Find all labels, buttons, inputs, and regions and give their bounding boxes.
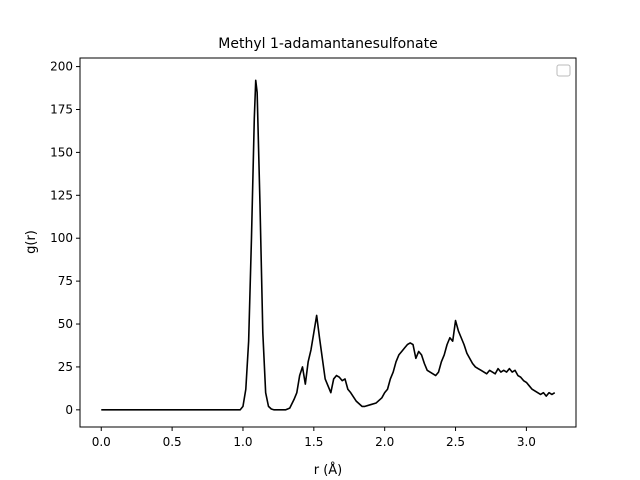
y-axis: 0 25 50 75 100 125 150 175 200	[50, 60, 80, 417]
plot-area	[101, 79, 556, 411]
x-tick-label: 1.0	[233, 435, 252, 449]
x-tick-label: 2.0	[375, 435, 394, 449]
x-tick-label: 3.0	[517, 435, 536, 449]
y-tick-label: 75	[58, 274, 73, 288]
y-tick-label: 200	[50, 60, 73, 74]
x-tick-label: 0.5	[163, 435, 182, 449]
plot-frame	[79, 57, 577, 428]
chart-title: Methyl 1-adamantanesulfonate	[218, 36, 437, 52]
y-tick-label: 100	[50, 231, 73, 245]
y-tick-label: 125	[50, 188, 73, 202]
x-tick-label: 0.0	[92, 435, 111, 449]
y-tick-label: 175	[50, 102, 73, 116]
x-axis-label: r (Å)	[314, 462, 343, 478]
y-axis-label: g(r)	[24, 230, 39, 254]
y-tick-label: 150	[50, 145, 73, 159]
y-tick-label: 50	[58, 317, 73, 331]
x-tick-label: 2.5	[446, 435, 465, 449]
legend-box	[556, 64, 571, 77]
x-axis: 0.0 0.5 1.0 1.5 2.0 2.5 3.0	[92, 427, 536, 449]
series-line-0	[101, 79, 556, 411]
y-tick-label: 0	[65, 403, 73, 417]
y-tick-label: 25	[58, 360, 73, 374]
x-tick-label: 1.5	[304, 435, 323, 449]
